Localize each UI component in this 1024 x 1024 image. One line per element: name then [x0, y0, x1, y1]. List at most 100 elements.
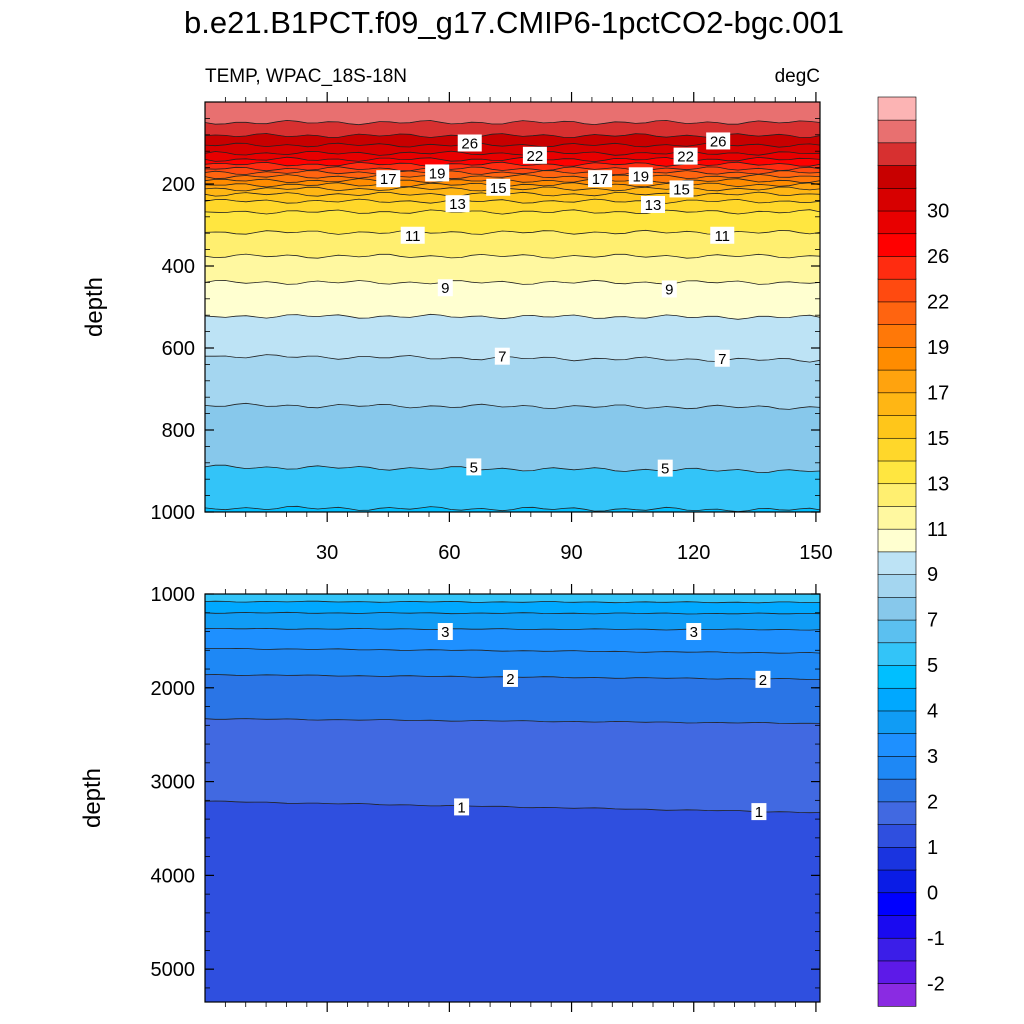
colorbar-box — [877, 573, 917, 598]
contour-label: 2 — [755, 670, 771, 689]
colorbar-box — [877, 619, 917, 644]
contour-label-text: 5 — [470, 459, 478, 476]
contour-label-text: 22 — [677, 149, 694, 166]
colorbar-box — [877, 755, 917, 780]
lower-axes: 1000 2000 3000 4000 5000 — [151, 584, 820, 1012]
colorbar-box — [877, 483, 917, 507]
colorbar-box — [877, 982, 917, 1007]
contour-label-box — [628, 167, 653, 185]
contour-line — [205, 505, 820, 512]
contour-label-box — [502, 669, 518, 687]
lower-contour-labels: 3 3 2 2 1 1 — [437, 623, 771, 821]
contour-line — [205, 464, 820, 474]
colorbar-label: 26 — [927, 246, 949, 268]
colorbar-box — [877, 142, 917, 166]
contour-label-box — [466, 458, 482, 476]
colorbar-box — [877, 914, 917, 939]
contour-label: 11 — [710, 226, 735, 245]
contour-line — [205, 627, 820, 631]
contour-label-box — [669, 180, 694, 198]
contour-line — [205, 156, 820, 163]
colorbar-box — [877, 869, 917, 894]
lower-filled-contours — [205, 594, 820, 1002]
contour-label: 15 — [486, 178, 511, 197]
colorbar-box — [877, 233, 917, 257]
x-tick-label: 30 — [316, 542, 338, 564]
x-tick-label: 120 — [677, 542, 710, 564]
contour-line — [205, 191, 820, 197]
colorbar-label: 3 — [927, 746, 938, 768]
contour-label: 5 — [657, 459, 673, 478]
contour-label-text: 3 — [441, 624, 449, 641]
contour-label-text: 13 — [645, 197, 662, 214]
colorbar-box — [877, 823, 917, 848]
contour-label-box — [522, 146, 547, 164]
colorbar-box — [877, 392, 917, 416]
contour-label-box — [457, 134, 482, 152]
lower-panel: 3 3 2 2 1 1 1000 2000 3000 4000 5000 depth — [79, 584, 821, 1012]
contour-line — [205, 119, 820, 126]
colorbar-label: 13 — [927, 473, 949, 495]
contour-label: 7 — [714, 349, 730, 368]
upper-contour-lines — [205, 119, 820, 512]
contour-label-text: 1 — [755, 804, 763, 821]
colorbar-box — [877, 164, 917, 189]
contour-label: 22 — [522, 146, 547, 165]
colorbar-box — [877, 210, 917, 235]
contour-label: 13 — [641, 196, 666, 214]
contour-label-text: 22 — [527, 148, 544, 165]
contour-label-box — [673, 147, 698, 165]
colorbar-label: 11 — [927, 519, 948, 541]
colorbar-box — [877, 710, 917, 735]
upper-contour-labels: 26 26 22 22 17 19 17 19 15 15 13 13 11 11 9 9 7 7 5 5 — [376, 132, 735, 478]
contour-label-box — [686, 623, 702, 641]
colorbar-label: 19 — [927, 337, 949, 359]
contour-label: 5 — [466, 458, 482, 476]
colorbar-box — [877, 119, 917, 144]
contour-line — [205, 170, 820, 176]
contour-label-box — [437, 623, 453, 641]
contour-label: 3 — [686, 623, 702, 641]
colorbar-box — [877, 187, 917, 212]
colorbar-box — [877, 301, 917, 325]
y-tick-label: 200 — [162, 174, 195, 196]
contour-band — [205, 253, 820, 285]
colorbar-label: 5 — [927, 655, 938, 677]
units-subtitle: degC — [775, 66, 820, 87]
contour-line — [205, 279, 820, 285]
colorbar-label: 4 — [927, 701, 938, 723]
colorbar-box — [877, 960, 917, 984]
contour-label-text: 7 — [718, 351, 726, 368]
contour-label-box — [454, 798, 470, 816]
contour-line — [205, 611, 820, 615]
contour-line — [205, 402, 820, 410]
colorbar-box — [877, 323, 917, 348]
colorbar-box — [877, 460, 917, 485]
y-tick-label: 5000 — [151, 959, 196, 981]
colorbar-label: 17 — [927, 382, 949, 404]
colorbar-box — [877, 642, 917, 666]
contour-label-text: 19 — [429, 165, 446, 182]
y-tick-label: 800 — [162, 420, 195, 442]
y-tick-label: 2000 — [151, 678, 196, 700]
colorbar-label: 15 — [927, 428, 949, 450]
contour-line — [205, 800, 820, 814]
colorbar-box — [877, 732, 917, 757]
colorbar-box — [877, 778, 917, 803]
contour-label: 2 — [502, 669, 518, 688]
contour-line — [205, 647, 820, 654]
colorbar-box — [877, 278, 917, 303]
upper-plot-frame — [204, 101, 821, 513]
contour-label: 26 — [457, 134, 482, 153]
contour-label-box — [376, 170, 401, 188]
contour-label: 15 — [669, 180, 694, 198]
colorbar-label: 1 — [927, 837, 938, 859]
colorbar-box — [877, 687, 917, 712]
colorbar-box — [877, 505, 917, 530]
contour-label-box — [714, 349, 730, 367]
y-tick-label: 600 — [162, 338, 195, 360]
colorbar-box — [877, 414, 917, 439]
contour-label-box — [751, 803, 767, 821]
lower-plot-frame — [204, 593, 821, 1003]
y-tick-label: 1000 — [151, 502, 196, 524]
